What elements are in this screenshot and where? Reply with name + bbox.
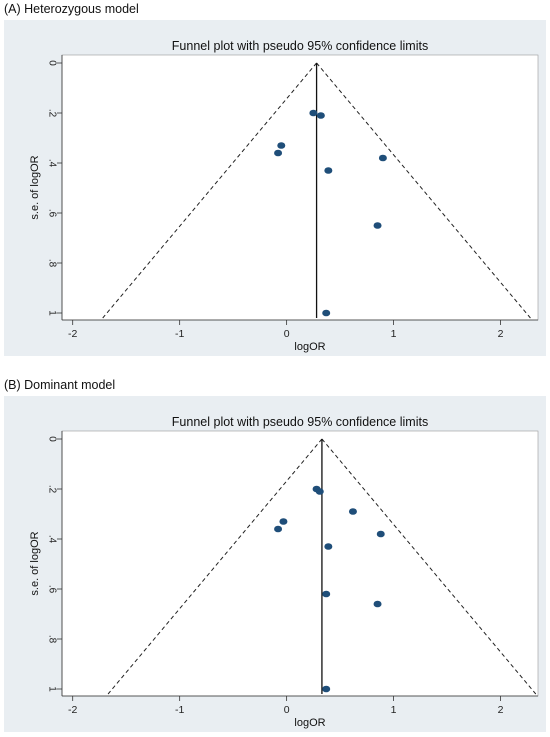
y-tick-label: .4 (46, 535, 57, 544)
y-tick-label: .2 (46, 485, 57, 494)
y-tick-label: 0 (46, 436, 57, 442)
plot-area (61, 430, 539, 697)
panel-a-label: (A) Heterozygous model (4, 2, 139, 16)
data-point (376, 530, 385, 538)
data-point (274, 149, 283, 157)
data-point (378, 154, 387, 162)
funnel-plot-a: Funnel plot with pseudo 95% confidence l… (29, 39, 539, 353)
data-point (315, 488, 324, 495)
x-tick-label: 0 (284, 704, 290, 716)
y-tick-label: .2 (46, 109, 57, 118)
data-point (274, 525, 283, 533)
x-tick-label: -2 (68, 704, 77, 716)
data-point (279, 518, 288, 525)
panel-a-frame: Funnel plot with pseudo 95% confidence l… (4, 20, 546, 356)
data-point (373, 222, 382, 229)
x-tick-label: 1 (391, 328, 397, 340)
y-tick-label: .4 (46, 159, 57, 168)
y-axis-label: s.e. of logOR (29, 155, 41, 219)
x-tick-label: 0 (284, 328, 290, 340)
x-axis-label: logOR (294, 717, 325, 729)
data-point (277, 142, 286, 149)
x-tick-label: 2 (498, 704, 504, 716)
plot-area (61, 54, 539, 321)
data-point (324, 167, 333, 174)
data-point (322, 685, 331, 693)
data-point (309, 109, 318, 117)
y-axis-label: s.e. of logOR (29, 531, 41, 595)
x-tick-label: -2 (68, 328, 77, 340)
y-tick-label: 1 (46, 686, 57, 692)
data-point (348, 508, 357, 515)
data-point (316, 112, 325, 119)
y-tick-label: 0 (46, 60, 57, 66)
x-axis-label: logOR (294, 341, 325, 353)
chart-title: Funnel plot with pseudo 95% confidence l… (172, 39, 428, 53)
data-point (373, 600, 382, 608)
chart-title: Funnel plot with pseudo 95% confidence l… (172, 415, 428, 429)
y-tick-label: .6 (46, 209, 57, 218)
y-tick-label: 1 (46, 310, 57, 316)
y-tick-label: .8 (46, 259, 57, 268)
x-tick-label: 2 (498, 328, 504, 340)
data-point (324, 543, 333, 550)
panel-b-frame: Funnel plot with pseudo 95% confidence l… (4, 396, 546, 732)
funnel-plot-b: Funnel plot with pseudo 95% confidence l… (29, 415, 539, 729)
y-tick-label: .8 (46, 635, 57, 644)
x-tick-label: -1 (175, 328, 184, 340)
x-tick-label: -1 (175, 704, 184, 716)
panel-b-label: (B) Dominant model (4, 378, 116, 392)
data-point (322, 309, 331, 317)
x-tick-label: 1 (391, 704, 397, 716)
y-tick-label: .6 (46, 585, 57, 594)
data-point (322, 590, 331, 598)
